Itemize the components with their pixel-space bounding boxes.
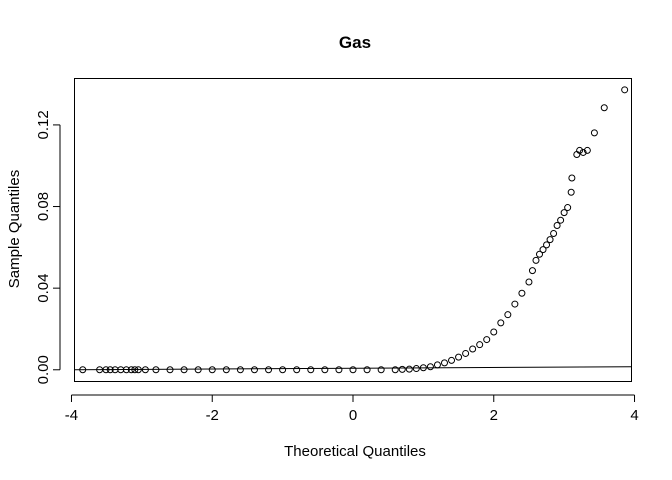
data-point — [79, 366, 87, 374]
x-tick-label: -2 — [206, 407, 219, 424]
data-point — [405, 365, 413, 373]
y-tick-label: 0.12 — [35, 110, 52, 139]
y-tick-label: 0.04 — [35, 274, 52, 303]
x-tick-label: 4 — [630, 407, 638, 424]
data-point — [455, 353, 463, 361]
data-point — [557, 216, 565, 224]
data-point — [497, 319, 505, 327]
data-point — [250, 366, 258, 374]
data-point — [579, 148, 587, 156]
data-point — [131, 366, 139, 374]
data-point — [166, 366, 174, 374]
data-point — [141, 366, 149, 374]
data-point — [462, 349, 470, 357]
data-point — [539, 246, 547, 254]
data-point — [208, 366, 216, 374]
data-point — [194, 366, 202, 374]
data-point — [398, 365, 406, 373]
data-point — [265, 366, 273, 374]
data-point — [440, 359, 448, 367]
data-point — [546, 236, 554, 244]
data-point — [349, 366, 357, 374]
data-point — [568, 174, 576, 182]
data-point — [469, 345, 477, 353]
data-point — [335, 366, 343, 374]
data-point — [152, 366, 160, 374]
y-tick-label: 0.00 — [35, 355, 52, 384]
data-point — [476, 341, 484, 349]
data-point — [391, 366, 399, 374]
data-point — [621, 86, 629, 94]
y-axis: 0.00 0.04 0.08 0.12 — [35, 110, 61, 384]
data-point — [321, 366, 329, 374]
data-point — [525, 278, 533, 286]
data-point — [511, 300, 519, 308]
data-point — [293, 366, 301, 374]
data-point — [222, 366, 230, 374]
x-tick-label: 2 — [490, 407, 498, 424]
data-point — [532, 256, 540, 264]
x-axis: -4 -2 0 2 4 — [65, 394, 639, 424]
data-point — [412, 365, 420, 373]
data-point — [536, 250, 544, 258]
data-point — [518, 289, 526, 297]
data-point — [528, 267, 536, 275]
data-point — [106, 366, 114, 374]
data-point — [483, 336, 491, 344]
data-point — [504, 311, 512, 319]
data-point — [600, 104, 608, 112]
data-point — [567, 188, 575, 196]
data-point — [307, 366, 315, 374]
data-point — [553, 222, 561, 230]
data-point — [122, 366, 130, 374]
y-tick-label: 0.08 — [35, 192, 52, 221]
data-point — [134, 366, 142, 374]
data-point — [560, 209, 568, 217]
data-point — [127, 366, 135, 374]
data-point — [564, 204, 572, 212]
plot-area-frame — [74, 78, 632, 382]
reference-line — [74, 366, 632, 371]
data-point — [363, 366, 371, 374]
data-point — [550, 229, 558, 237]
data-point — [377, 366, 385, 374]
data-point — [102, 366, 110, 374]
data-point — [583, 146, 591, 154]
y-axis-label: Sample Quantiles — [6, 170, 23, 288]
x-axis-label: Theoretical Quantiles — [284, 443, 426, 460]
data-point — [448, 356, 456, 364]
data-point — [543, 241, 551, 249]
data-point — [419, 364, 427, 372]
x-tick-label: -4 — [65, 407, 78, 424]
data-point — [279, 366, 287, 374]
chart-title: Gas — [339, 33, 371, 52]
data-point — [490, 328, 498, 336]
data-point — [180, 366, 188, 374]
data-point — [426, 363, 434, 371]
data-point — [590, 129, 598, 137]
data-point — [576, 146, 584, 154]
data-points — [79, 86, 629, 374]
data-point — [433, 361, 441, 369]
x-tick-label: 0 — [349, 407, 357, 424]
data-point — [236, 366, 244, 374]
